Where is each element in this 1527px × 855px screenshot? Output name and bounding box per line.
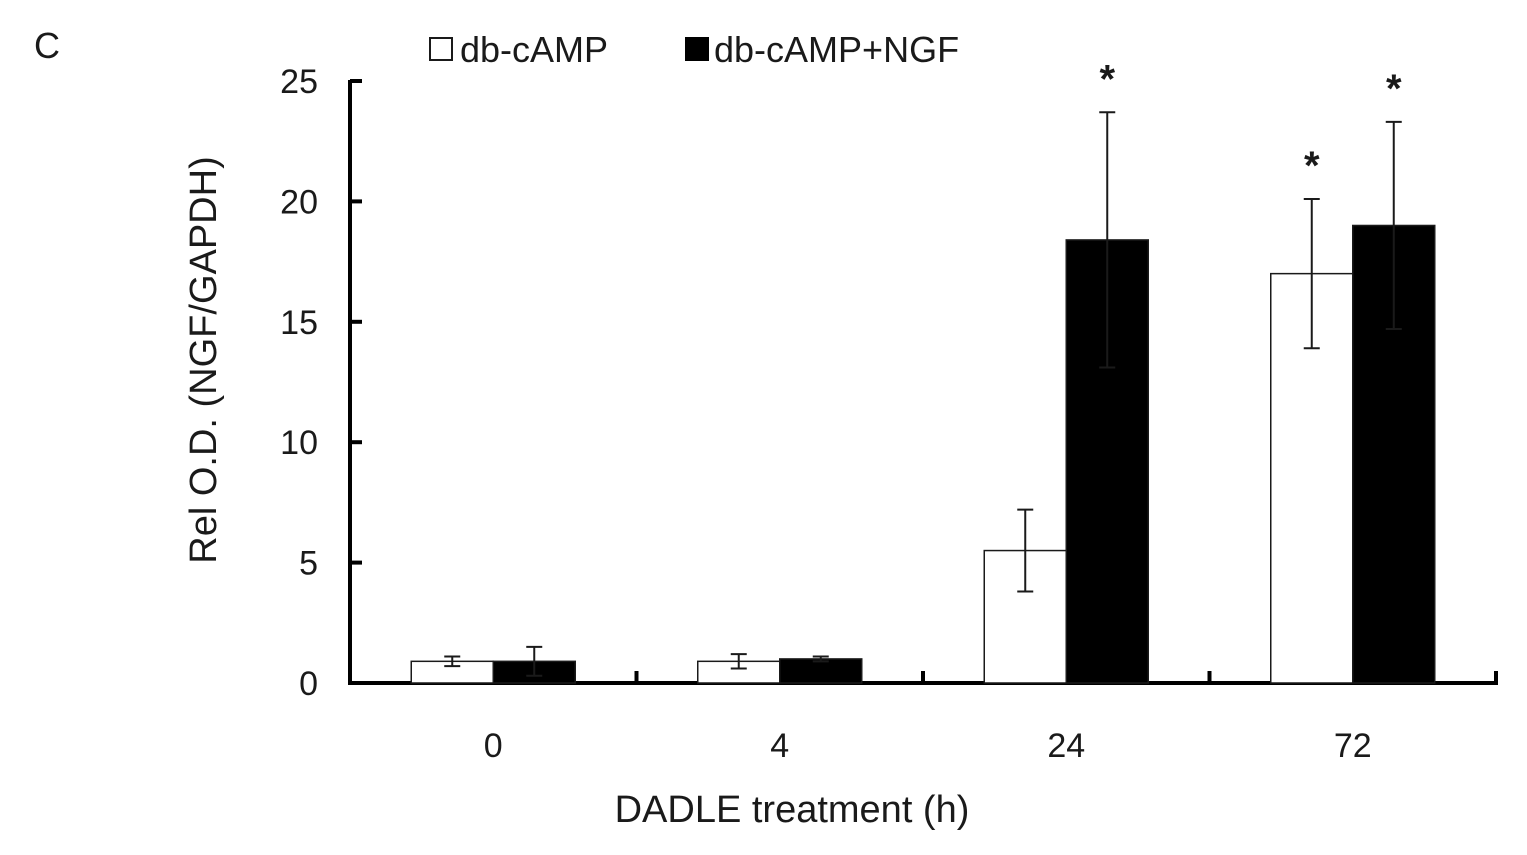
y-tick-label-15: 15 [280, 304, 318, 342]
x-tick-label-0: 0 [484, 727, 503, 765]
legend-swatch-db-camp [429, 37, 453, 61]
significance-markers: * * * [1099, 57, 1402, 188]
y-tick-label-20: 20 [280, 183, 318, 221]
x-axis-title: DADLE treatment (h) [615, 789, 970, 831]
y-tick-label-0: 0 [299, 665, 318, 703]
x-ticks: 0 4 24 72 [484, 671, 1498, 765]
y-tick-label-5: 5 [299, 545, 318, 583]
x-tick-label-72: 72 [1334, 727, 1372, 765]
y-tick-label-10: 10 [280, 424, 318, 462]
panel-label: C [34, 25, 60, 66]
y-axis-title: Rel O.D. (NGF/GAPDH) [183, 156, 225, 563]
bars [410, 224, 1436, 684]
legend-label-db-camp-ngf: db-cAMP+NGF [714, 29, 959, 70]
x-tick-label-4: 4 [770, 727, 789, 765]
y-ticks: 0 5 10 15 20 25 [280, 63, 362, 703]
significance-db-camp-ngf-72: * [1386, 67, 1402, 111]
legend-swatch-db-camp-ngf [685, 37, 709, 61]
significance-db-camp-72: * [1304, 144, 1320, 188]
error-bars [444, 111, 1402, 677]
legend-label-db-camp: db-cAMP [460, 29, 608, 70]
bar-db-camp-ngf-4 [779, 658, 863, 684]
significance-db-camp-ngf-24: * [1099, 57, 1115, 101]
legend: db-cAMP db-cAMP+NGF [429, 29, 959, 70]
y-tick-label-25: 25 [280, 63, 318, 101]
x-tick-label-24: 24 [1047, 727, 1085, 765]
